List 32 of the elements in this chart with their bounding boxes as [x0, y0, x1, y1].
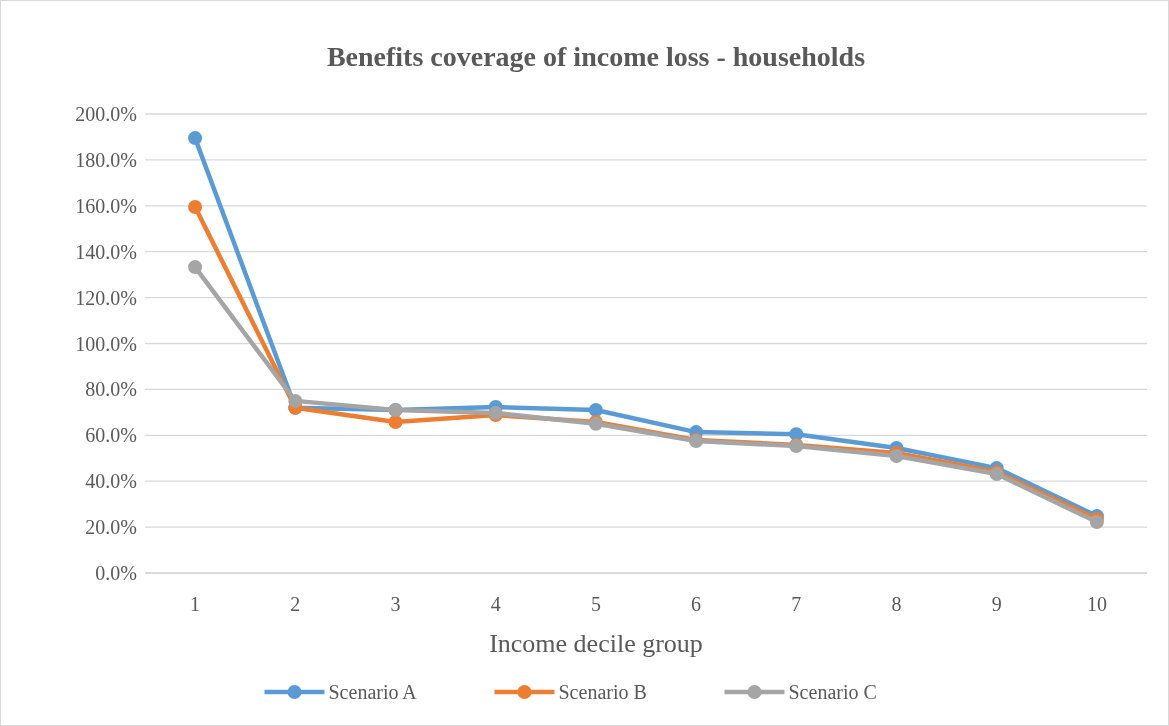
x-tick-label: 8	[891, 593, 902, 615]
y-tick-label: 40.0%	[85, 470, 137, 493]
y-tick-label: 160.0%	[75, 194, 137, 217]
chart-title: Benefits coverage of income loss - households	[326, 41, 866, 72]
legend-label: Scenario C	[788, 681, 877, 703]
y-tick-label: 100.0%	[75, 332, 137, 355]
y-tick-label: 200.0%	[75, 103, 137, 125]
legend-label: Scenario A	[328, 681, 418, 703]
y-tick-label: 140.0%	[75, 240, 137, 263]
x-tick-label: 7	[791, 593, 802, 615]
x-tick-label: 5	[590, 593, 601, 615]
legend-label: Scenario B	[558, 681, 647, 703]
point	[188, 199, 203, 214]
y-tick-label: 20.0%	[85, 516, 137, 539]
point	[288, 393, 303, 408]
point	[388, 414, 403, 429]
y-tick-label: 180.0%	[75, 148, 137, 171]
x-axis-title: Income decile group	[489, 629, 703, 658]
x-tick-label: 4	[490, 593, 501, 615]
x-tick-label: 6	[691, 593, 702, 615]
y-tick-label: 120.0%	[75, 286, 137, 309]
x-tick-label: 9	[991, 593, 1002, 615]
x-tick-label: 1	[190, 593, 201, 615]
y-tick-label: 80.0%	[85, 378, 137, 401]
x-tick-label: 3	[390, 593, 401, 615]
y-tick-label: 60.0%	[85, 424, 137, 447]
point	[188, 260, 203, 275]
point	[188, 131, 203, 146]
x-tick-label: 2	[290, 593, 301, 615]
x-tick-label: 10	[1086, 593, 1107, 615]
point	[588, 403, 603, 418]
y-tick-label: 0.0%	[95, 562, 137, 584]
